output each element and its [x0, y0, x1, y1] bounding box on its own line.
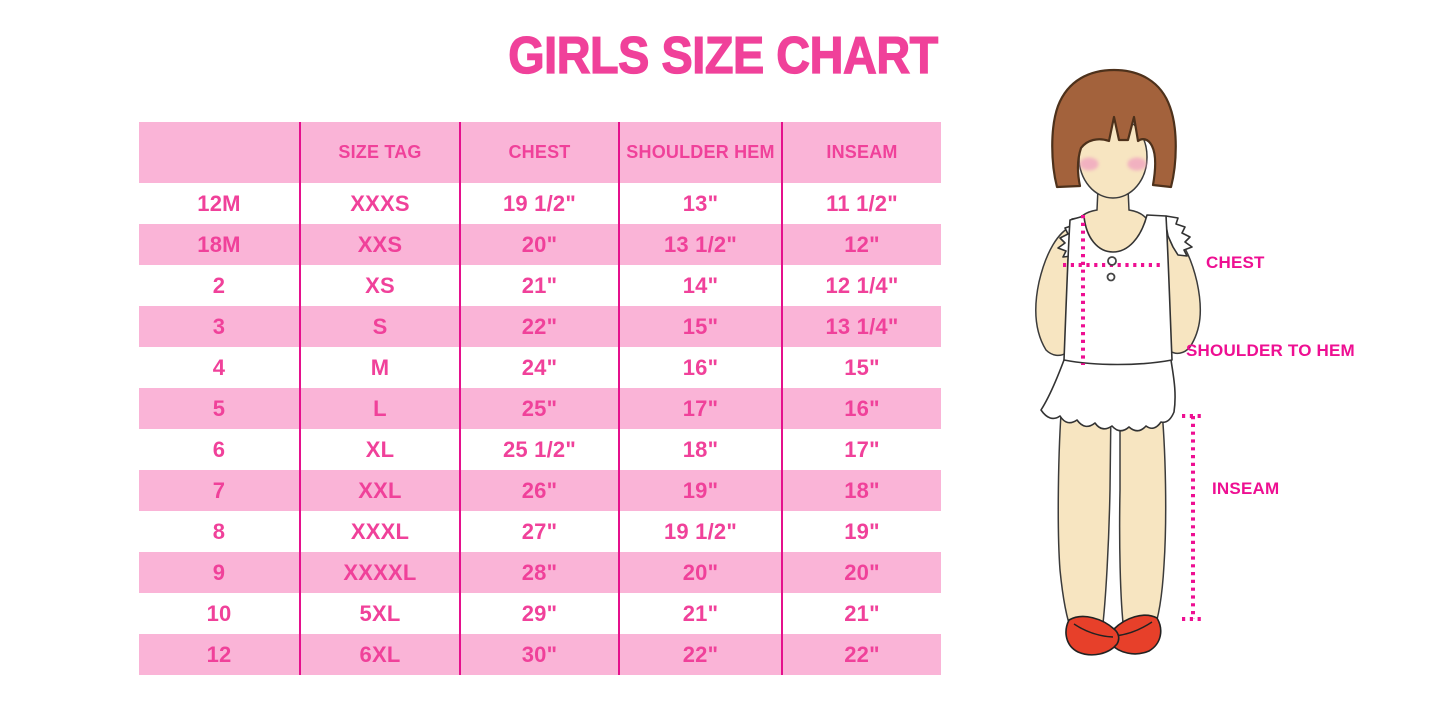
table-row: 8 XXXL 27" 19 1/2" 19": [139, 511, 941, 552]
table-cell: 21": [781, 593, 941, 634]
girl-illustration: [1034, 68, 1204, 656]
header-size: [139, 122, 300, 183]
table-cell: S: [299, 306, 460, 347]
table-cell: 3: [212, 313, 226, 339]
table-cell: 12 1/4": [781, 265, 941, 306]
table-cell: 20": [618, 552, 782, 593]
table-cell: 16": [618, 347, 782, 388]
skirt-ruffle: [1040, 359, 1176, 432]
left-shoe: [1065, 615, 1120, 656]
table-cell: 12": [781, 224, 941, 265]
table-cell: XXXXL: [299, 552, 460, 593]
table-cell: 2: [212, 272, 226, 298]
table-cell: 19 1/2": [459, 183, 619, 224]
hair: [1051, 68, 1177, 189]
table-body: 12M XXXS 19 1/2" 13" 11 1/2" 18M XXS 20" 13 1/2"…: [139, 183, 941, 675]
table-cell: 19": [618, 470, 782, 511]
table-cell: 13 1/2": [618, 224, 782, 265]
table-cell: 22": [781, 634, 941, 675]
table-cell: 13 1/4": [781, 306, 941, 347]
chest-label: CHEST: [1206, 253, 1265, 272]
table-row: 18M XXS 20" 13 1/2" 12": [139, 224, 941, 265]
header-shoulder-hem: SHOULDER HEM: [618, 122, 782, 183]
table-cell: 5XL: [299, 593, 460, 634]
table-cell: 19 1/2": [618, 511, 782, 552]
table-cell: 9: [212, 559, 226, 585]
table-cell: 14": [618, 265, 782, 306]
inseam-label: INSEAM: [1212, 479, 1280, 498]
right-shoulder-ruffle: [1165, 215, 1193, 257]
table-cell: 18": [781, 470, 941, 511]
table-cell: XXXL: [299, 511, 460, 552]
bottom-button: [1106, 272, 1116, 282]
table-cell: 12: [206, 641, 232, 667]
table-cell: XXL: [299, 470, 460, 511]
table-cell: XS: [299, 265, 460, 306]
shirt: [1063, 214, 1173, 366]
size-chart-table: SIZE TAG CHEST SHOULDER HEM INSEAM 12M XX…: [139, 122, 941, 675]
table-row: 2 XS 21" 14" 12 1/4": [139, 265, 941, 306]
header-chest: CHEST: [459, 122, 619, 183]
table-cell: 15": [618, 306, 782, 347]
table-cell: 25": [459, 388, 619, 429]
table-cell: 13": [618, 183, 782, 224]
table-cell: 30": [459, 634, 619, 675]
table-row: 6 XL 25 1/2" 18" 17": [139, 429, 941, 470]
table-cell: 20": [781, 552, 941, 593]
table-cell: 6: [212, 436, 226, 462]
header-size-tag: SIZE TAG: [299, 122, 460, 183]
table-cell: 18": [618, 429, 782, 470]
left-arm: [1034, 224, 1073, 357]
table-cell: 16": [781, 388, 941, 429]
table-cell: XXXS: [299, 183, 460, 224]
right-blush: [1127, 157, 1147, 171]
table-cell: 7: [212, 477, 226, 503]
table-cell: 21": [618, 593, 782, 634]
table-cell: L: [299, 388, 460, 429]
table-header-row: SIZE TAG CHEST SHOULDER HEM INSEAM: [139, 122, 941, 183]
table-cell: 17": [618, 388, 782, 429]
left-shoe-strap: [1073, 623, 1114, 638]
table-row: 9 XXXXL 28" 20" 20": [139, 552, 941, 593]
left-blush: [1079, 157, 1099, 171]
right-leg: [1118, 399, 1167, 633]
table-cell: 27": [459, 511, 619, 552]
table-cell: 20": [459, 224, 619, 265]
table-cell: 29": [459, 593, 619, 634]
table-cell: 11 1/2": [781, 183, 941, 224]
table-cell: 17": [781, 429, 941, 470]
left-leg: [1057, 399, 1112, 633]
top-button: [1107, 256, 1117, 266]
table-cell: 15": [781, 347, 941, 388]
table-cell: XXS: [299, 224, 460, 265]
header-inseam: INSEAM: [781, 122, 941, 183]
table-cell: 12M: [197, 190, 241, 216]
table-cell: 21": [459, 265, 619, 306]
table-cell: XL: [299, 429, 460, 470]
table-cell: 19": [781, 511, 941, 552]
table-cell: 22": [618, 634, 782, 675]
table-row: 4 M 24" 16" 15": [139, 347, 941, 388]
table-row: 12 6XL 30" 22" 22": [139, 634, 941, 675]
table-cell: 4: [212, 354, 226, 380]
table-cell: 8: [212, 518, 226, 544]
table-cell: 6XL: [299, 634, 460, 675]
page-title: GIRLS SIZE CHART: [507, 27, 938, 85]
shoulder-to-hem-label: SHOULDER TO HEM: [1186, 341, 1355, 360]
table-cell: 24": [459, 347, 619, 388]
table-cell: 10: [206, 600, 232, 626]
table-cell: 28": [459, 552, 619, 593]
table-cell: M: [299, 347, 460, 388]
table-row: 10 5XL 29" 21" 21": [139, 593, 941, 634]
table-row: 5 L 25" 17" 16": [139, 388, 941, 429]
table-cell: 18M: [197, 231, 241, 257]
table-cell: 25 1/2": [459, 429, 619, 470]
table-row: 3 S 22" 15" 13 1/4": [139, 306, 941, 347]
table-row: 12M XXXS 19 1/2" 13" 11 1/2": [139, 183, 941, 224]
table-row: 7 XXL 26" 19" 18": [139, 470, 941, 511]
table-cell: 5: [212, 395, 226, 421]
table-cell: 22": [459, 306, 619, 347]
table-cell: 26": [459, 470, 619, 511]
